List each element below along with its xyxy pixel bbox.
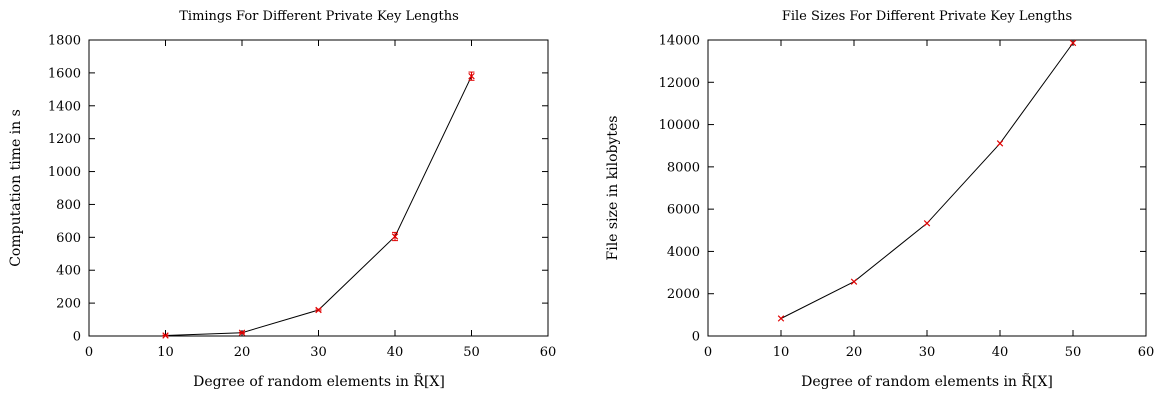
timings-x-tick-label: 50 [463, 345, 480, 360]
filesizes-y-tick-label: 6000 [667, 203, 700, 218]
filesizes-y-tick-label: 8000 [667, 160, 700, 175]
timings-x-tick-label: 10 [157, 345, 174, 360]
timings-y-tick-label: 600 [56, 231, 81, 246]
timings-ticks: 0 10 20 30 40 50 60020040060080010001200140016… [48, 34, 556, 361]
timings-y-axis-label: Computation time in s [8, 109, 24, 267]
timings-chart: Timings For Different Private Key Length… [8, 9, 556, 390]
timings-x-tick-label: 60 [540, 345, 557, 360]
filesizes-x-tick-label: 40 [992, 345, 1009, 360]
timings-x-axis-label: Degree of random elements in R̃[X] [193, 372, 445, 390]
timings-series-line [165, 75, 472, 336]
filesizes-x-tick-label: 50 [1065, 345, 1082, 360]
timings-data-point [391, 233, 399, 240]
timings-y-tick-label: 400 [56, 264, 81, 279]
filesizes-data-point [923, 220, 931, 227]
timings-y-tick-label: 1200 [48, 132, 81, 147]
filesizes-y-tick-label: 0 [692, 330, 700, 345]
timings-data-point [238, 329, 246, 336]
filesizes-data-point [996, 140, 1004, 147]
timings-y-tick-label: 800 [56, 198, 81, 213]
filesizes-data [777, 39, 1077, 322]
filesizes-data-point [777, 315, 785, 322]
filesizes-x-tick-label: 0 [704, 345, 712, 360]
filesizes-y-tick-label: 10000 [659, 118, 700, 133]
filesizes-chart-title: File Sizes For Different Private Key Len… [782, 9, 1072, 24]
filesizes-x-tick-label: 60 [1138, 345, 1155, 360]
filesizes-y-tick-label: 2000 [667, 287, 700, 302]
filesizes-x-tick-label: 30 [919, 345, 936, 360]
timings-data [162, 71, 475, 339]
timings-x-tick-label: 20 [234, 345, 251, 360]
timings-x-tick-label: 0 [85, 345, 93, 360]
timings-chart-title: Timings For Different Private Key Length… [179, 9, 459, 24]
filesizes-data-point [850, 278, 858, 285]
timings-y-tick-label: 1800 [48, 34, 81, 49]
timings-x-tick-label: 30 [310, 345, 327, 360]
timings-y-tick-label: 200 [56, 297, 81, 312]
filesizes-x-axis-label: Degree of random elements in R̃[X] [801, 372, 1053, 390]
filesizes-plot-frame [707, 39, 1147, 337]
filesizes-x-tick-label: 10 [773, 345, 790, 360]
filesizes-series-line [780, 42, 1074, 319]
filesizes-data-point [1069, 39, 1077, 47]
filesizes-y-tick-label: 14000 [659, 34, 700, 49]
timings-y-tick-label: 1000 [48, 165, 81, 180]
timings-y-tick-label: 1600 [48, 66, 81, 81]
timings-data-point [162, 332, 169, 339]
timings-data-point [315, 306, 322, 314]
filesizes-ticks: 0 10 20 30 40 50 60 0 2000 4000 6000 8000 10000 12000… [659, 34, 1155, 361]
timings-data-point [468, 72, 475, 80]
filesizes-y-tick-label: 4000 [667, 245, 700, 260]
filesizes-y-tick-label: 12000 [659, 76, 700, 91]
filesizes-y-axis-label: File size in kilobytes [605, 116, 621, 261]
filesizes-x-tick-label: 20 [846, 345, 863, 360]
timings-x-tick-label: 40 [387, 345, 404, 360]
timings-y-tick-label: 0 [73, 330, 81, 345]
timings-plot-frame [88, 39, 549, 337]
filesizes-chart: File Sizes For Different Private Key Len… [605, 9, 1154, 390]
timings-y-tick-label: 1400 [48, 99, 81, 114]
